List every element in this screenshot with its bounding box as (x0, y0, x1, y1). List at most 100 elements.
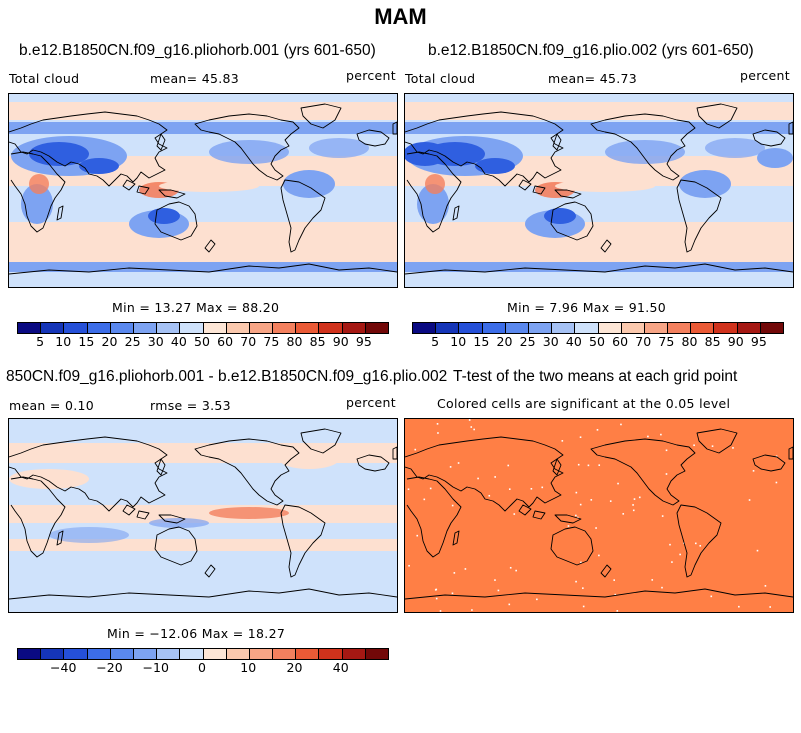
coastline (752, 454, 786, 472)
colorbar-swatch (319, 323, 343, 333)
panel2-map (404, 93, 794, 288)
coastline (554, 189, 582, 199)
colorbar-tick-label: 95 (355, 334, 372, 349)
colorbar-tick-label: 40 (170, 334, 187, 349)
coastline (9, 263, 397, 275)
coastline (590, 438, 696, 506)
colorbar-swatch (226, 323, 250, 333)
panel3-map (8, 418, 398, 613)
colorbar-swatch (552, 323, 576, 333)
colorbar-swatch (365, 649, 388, 659)
colorbar-swatch (249, 323, 274, 333)
coastline (550, 526, 594, 566)
coastline (696, 103, 738, 129)
colorbar-swatch (413, 323, 437, 333)
colorbar-swatch (760, 323, 783, 333)
colorbar-tick-label: 70 (635, 334, 652, 349)
coastline (452, 205, 460, 221)
coastline (405, 111, 564, 187)
colorbar-swatch (180, 649, 204, 659)
colorbar-tick-label: 90 (727, 334, 744, 349)
coastline (552, 458, 562, 476)
coastline (122, 179, 136, 191)
colorbar-tick-label: 75 (658, 334, 675, 349)
coastline (136, 185, 150, 195)
colorbar-swatch (87, 323, 111, 333)
coastline (122, 504, 136, 516)
colorbar-tick-label: 5 (431, 334, 440, 349)
colorbar-tick-label: 10 (450, 334, 467, 349)
coastline (9, 111, 168, 187)
panel2-minmax: Min = 7.96 Max = 91.50 (507, 300, 667, 315)
coastline (9, 588, 397, 600)
colorbar-swatch (64, 323, 88, 333)
coastline (280, 504, 326, 578)
coastline (204, 564, 216, 578)
panel3-colorbar (17, 648, 389, 660)
coastline (392, 446, 397, 460)
colorbar-swatch (319, 649, 343, 659)
coastline (136, 510, 150, 520)
coastline (300, 428, 342, 454)
coastline (154, 526, 198, 566)
colorbar-tick-label: 20 (101, 334, 118, 349)
panel2-title: b.e12.B1850CN.f09_g16.plio.002 (yrs 601-… (428, 42, 754, 59)
colorbar-swatch (342, 323, 366, 333)
colorbar-swatch (41, 323, 65, 333)
colorbar-swatch (203, 649, 227, 659)
colorbar-tick-label: 60 (612, 334, 629, 349)
coastline (156, 133, 166, 151)
coastline (406, 476, 462, 558)
colorbar-tick-label: 25 (519, 334, 536, 349)
colorbar-swatch (598, 323, 622, 333)
colorbar-tick-label: 50 (589, 334, 605, 349)
colorbar-tick-label: −10 (142, 660, 169, 675)
coastline (518, 179, 532, 191)
coastline (532, 185, 546, 195)
colorbar-tick-label: 20 (496, 334, 513, 349)
coastline (405, 436, 564, 512)
coastline (356, 129, 390, 147)
panel2-left-label: Total cloud (405, 71, 476, 86)
coastline (550, 201, 594, 241)
coastline (600, 564, 612, 578)
panel1-colorbar (17, 322, 389, 334)
figure-title: MAM (374, 4, 427, 29)
panel3-rmse: rmse = 3.53 (150, 398, 231, 413)
colorbar-tick-label: 85 (309, 334, 326, 349)
coastline (10, 151, 66, 233)
colorbar-tick-label: 10 (240, 660, 257, 675)
colorbar-swatch (133, 649, 158, 659)
colorbar-swatch (226, 649, 250, 659)
colorbar-tick-label: 80 (286, 334, 303, 349)
colorbar-tick-label: 75 (263, 334, 280, 349)
colorbar-swatch (18, 649, 42, 659)
colorbar-tick-label: 90 (332, 334, 349, 349)
coastline (590, 113, 696, 181)
coastline (156, 458, 166, 476)
colorbar-swatch (621, 323, 645, 333)
colorbar-swatch (575, 323, 599, 333)
colorbar-swatch (41, 649, 65, 659)
panel3-mean: mean = 0.10 (9, 398, 95, 413)
colorbar-swatch (110, 649, 134, 659)
coastline (696, 428, 738, 454)
panel1-map (8, 93, 398, 288)
colorbar-swatch (249, 649, 274, 659)
coastline (56, 205, 64, 221)
coastline (752, 129, 786, 147)
panel3-units: percent (346, 395, 396, 410)
colorbar-tick-label: 30 (147, 334, 164, 349)
coastline (676, 179, 722, 253)
coastline (676, 504, 722, 578)
colorbar-swatch (691, 323, 715, 333)
colorbar-swatch (528, 323, 553, 333)
coastline (356, 454, 390, 472)
panel1-colorbar-labels: 5 10 15 20 25 30 40 50 60 70 75 80 85 90 95 (17, 334, 387, 350)
coastline (600, 239, 612, 253)
colorbar-swatch (482, 323, 506, 333)
panel2-units: percent (740, 68, 790, 83)
coastline (405, 588, 793, 600)
colorbar-swatch (668, 323, 692, 333)
coastline (552, 133, 562, 151)
